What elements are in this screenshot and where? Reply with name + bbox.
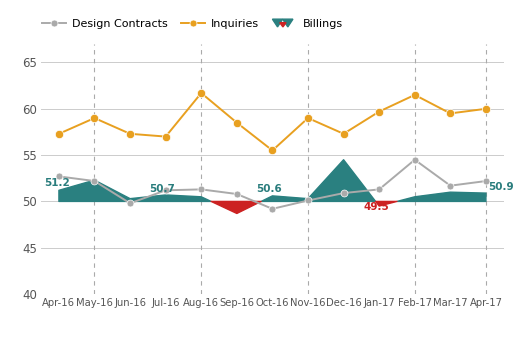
Design Contracts (91, 179, 98, 183)
Inquiries (198, 91, 205, 95)
Inquiries (376, 110, 382, 114)
Inquiries (447, 112, 453, 116)
Inquiries (305, 116, 311, 120)
Legend: Design Contracts, Inquiries, Billings: Design Contracts, Inquiries, Billings (38, 15, 347, 33)
Design Contracts (483, 179, 489, 183)
Text: 50.7: 50.7 (150, 184, 175, 194)
Design Contracts (340, 191, 346, 195)
Design Contracts (305, 198, 311, 202)
Design Contracts (376, 187, 382, 191)
Inquiries (127, 132, 133, 136)
Inquiries (483, 107, 489, 111)
Text: 49.5: 49.5 (363, 201, 389, 212)
Inquiries (340, 132, 346, 136)
Design Contracts (269, 207, 276, 211)
Inquiries (234, 121, 240, 125)
Inquiries (91, 116, 98, 120)
Design Contracts (162, 188, 169, 192)
Design Contracts (447, 184, 453, 188)
Inquiries (162, 135, 169, 139)
Design Contracts (198, 187, 205, 191)
Text: 51.2: 51.2 (45, 178, 70, 189)
Design Contracts (412, 158, 418, 162)
Inquiries (269, 148, 276, 152)
Line: Inquiries: Inquiries (55, 89, 490, 155)
Inquiries (56, 132, 62, 136)
Text: 50.9: 50.9 (488, 182, 513, 192)
Design Contracts (234, 192, 240, 196)
Text: 50.6: 50.6 (256, 185, 282, 194)
Design Contracts (127, 201, 133, 205)
Design Contracts (56, 174, 62, 178)
Line: Design Contracts: Design Contracts (56, 156, 489, 212)
Inquiries (412, 93, 418, 97)
